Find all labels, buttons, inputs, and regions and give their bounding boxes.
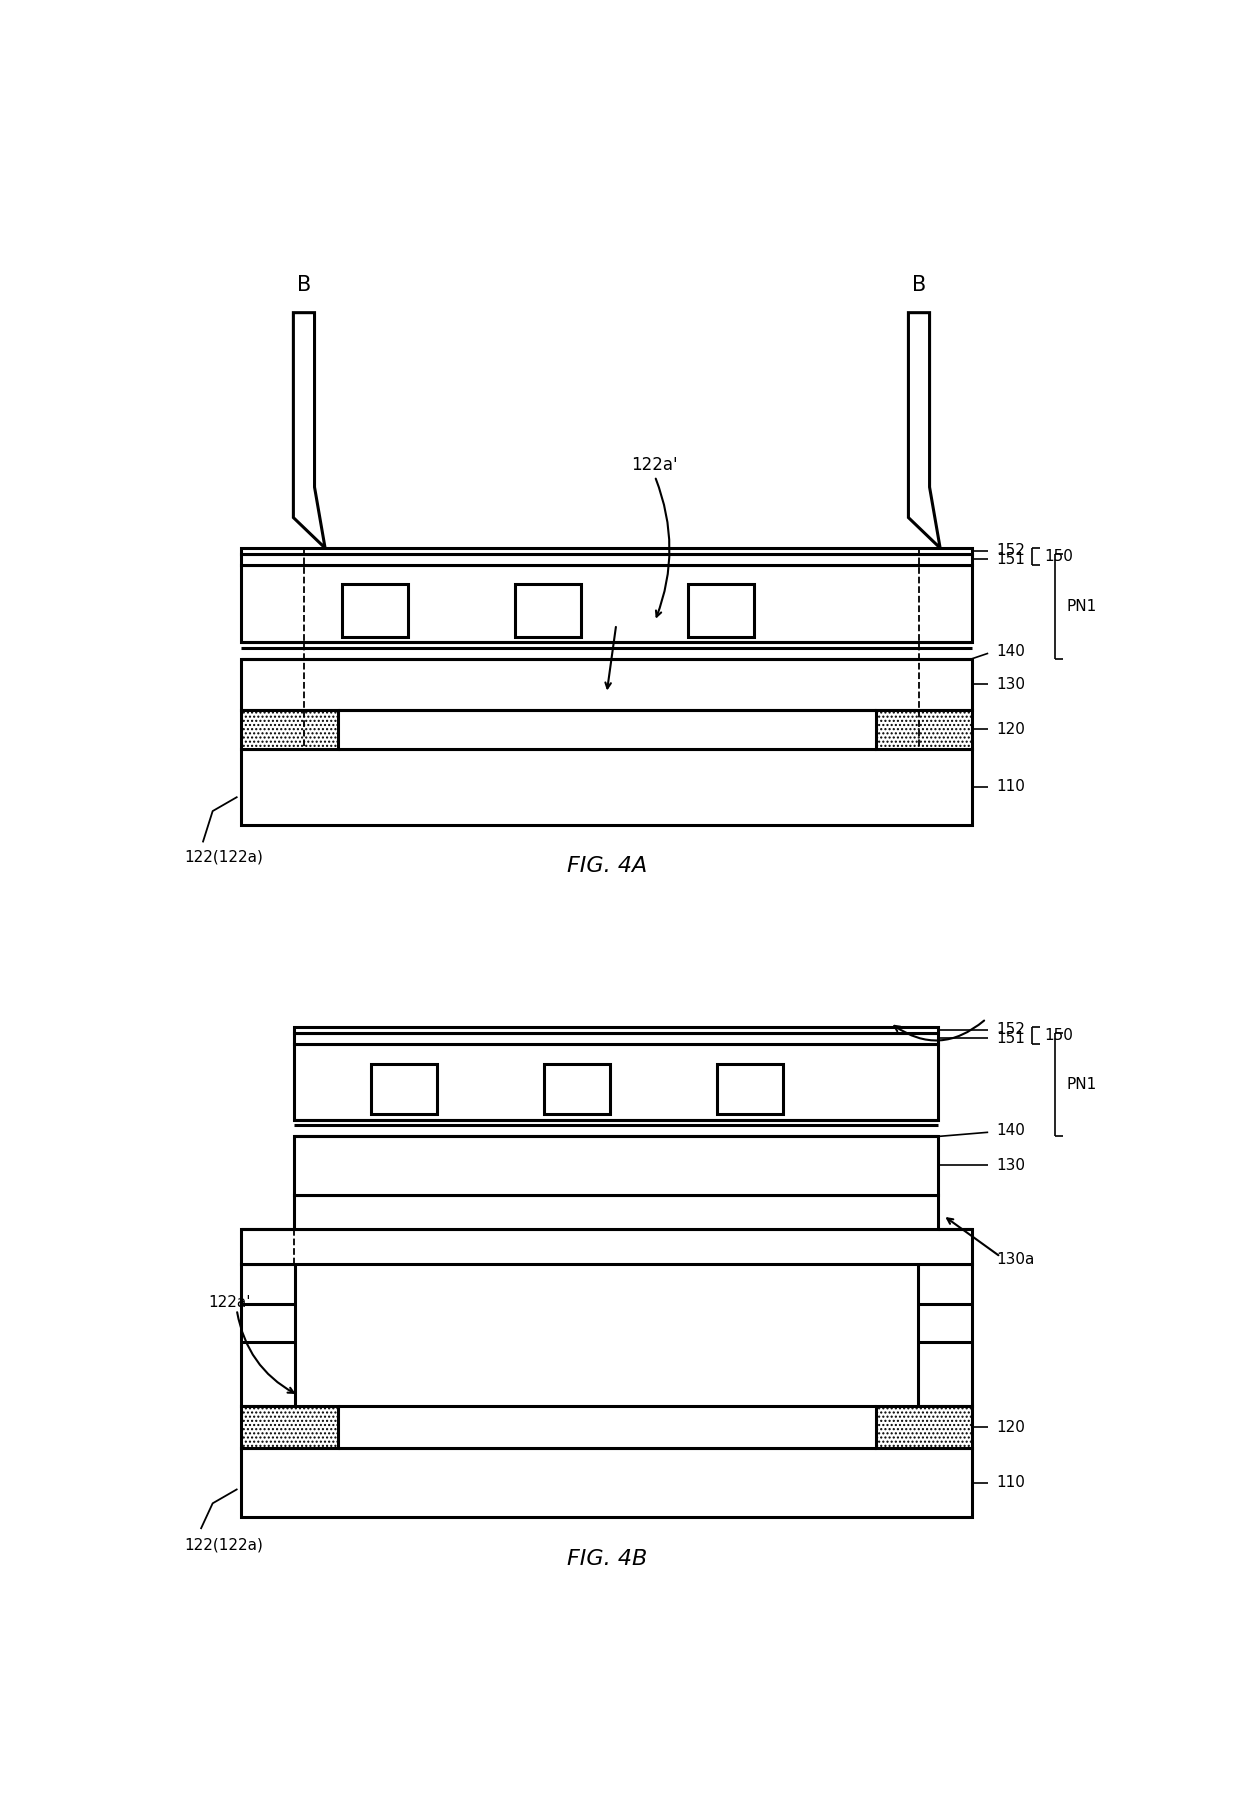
Text: 152: 152	[996, 1023, 1024, 1037]
Bar	[371, 1064, 436, 1115]
Bar	[242, 1447, 972, 1518]
Bar	[337, 1406, 875, 1447]
Text: B: B	[911, 275, 926, 295]
Text: FIG. 4B: FIG. 4B	[567, 1548, 647, 1568]
Text: 152: 152	[996, 543, 1024, 559]
Bar	[242, 748, 972, 825]
Bar	[294, 1136, 939, 1194]
Bar	[688, 584, 754, 636]
Bar	[294, 1194, 939, 1230]
Text: 120: 120	[996, 1420, 1024, 1435]
Bar	[242, 1230, 972, 1264]
Bar	[544, 1064, 610, 1115]
Text: FIG. 4A: FIG. 4A	[567, 856, 647, 876]
Text: 120: 120	[996, 721, 1024, 737]
Text: B: B	[296, 275, 311, 295]
Bar	[918, 1264, 972, 1406]
Text: 122a': 122a'	[631, 457, 678, 475]
Text: 110: 110	[996, 779, 1024, 795]
Bar	[242, 1406, 337, 1447]
Bar	[242, 1264, 295, 1406]
Bar	[242, 554, 972, 565]
Bar	[242, 565, 972, 642]
Text: 140: 140	[996, 1124, 1024, 1138]
Bar	[875, 710, 972, 748]
Text: 150: 150	[1044, 548, 1073, 565]
Text: 130: 130	[996, 676, 1025, 692]
Text: 140: 140	[996, 644, 1024, 660]
Text: 151: 151	[996, 1030, 1024, 1046]
Text: PN1: PN1	[1066, 1077, 1097, 1091]
Text: 130: 130	[996, 1158, 1025, 1172]
Bar	[516, 584, 580, 636]
Bar	[337, 710, 875, 748]
Bar	[242, 548, 972, 554]
Text: 122(122a): 122(122a)	[184, 1537, 263, 1553]
Bar	[242, 658, 972, 710]
Bar	[294, 1043, 939, 1120]
Polygon shape	[909, 313, 940, 548]
Bar	[875, 1406, 972, 1447]
Bar	[294, 1027, 939, 1032]
Text: 110: 110	[996, 1474, 1024, 1491]
Text: 122a': 122a'	[208, 1295, 250, 1311]
Text: 150: 150	[1044, 1028, 1073, 1043]
Bar	[342, 584, 408, 636]
Bar	[294, 1032, 939, 1043]
Text: 122(122a): 122(122a)	[184, 850, 263, 865]
Bar	[242, 710, 337, 748]
Polygon shape	[294, 313, 325, 548]
Text: PN1: PN1	[1066, 599, 1097, 613]
Text: 151: 151	[996, 552, 1024, 566]
Bar	[717, 1064, 782, 1115]
Text: 130a: 130a	[996, 1251, 1034, 1268]
